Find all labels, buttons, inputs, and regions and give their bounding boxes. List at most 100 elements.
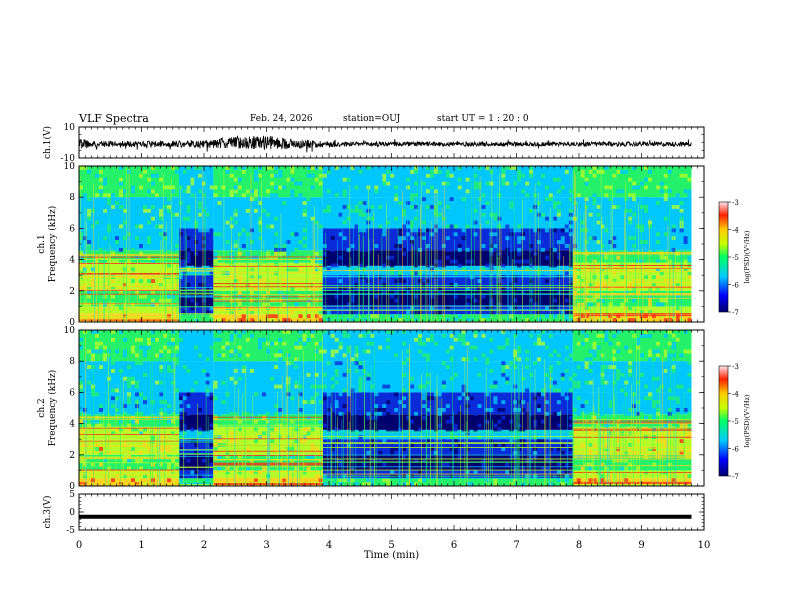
spectrogram-cell (83, 337, 87, 342)
spectrogram-cell (414, 482, 418, 486)
spectrogram-cell (541, 388, 545, 393)
spectrogram-cell (190, 232, 195, 237)
spectrogram-cell (525, 357, 530, 362)
spectrogram-cell (182, 286, 187, 291)
spectrogram-cell (286, 240, 291, 244)
spectrogram-cell (509, 369, 514, 373)
spectrogram-cell (588, 236, 593, 241)
spectrogram-cell (131, 427, 135, 432)
spectrogram-cell (382, 470, 387, 475)
spectrogram-cell (175, 396, 179, 401)
spectrogram-cell (580, 341, 585, 346)
spectrogram-cell (374, 220, 379, 225)
spectrogram-cell (394, 244, 399, 248)
spectrogram-cell (209, 423, 214, 428)
spectrogram-cell (79, 388, 83, 393)
spectrogram-cell (302, 228, 307, 233)
spectrogram-cell (552, 349, 557, 354)
spectrogram-cell (91, 208, 95, 213)
spectrogram-cell (245, 197, 250, 202)
spectrogram-cell (342, 189, 347, 194)
spectrogram-cell (406, 232, 411, 237)
spectrogram-cell (190, 216, 195, 221)
spectrogram-cell (525, 369, 530, 373)
spectrogram-cell (330, 298, 335, 303)
spectrogram-cell (366, 330, 371, 334)
spectrogram-cell (314, 470, 319, 475)
spectrogram-cell (529, 173, 534, 178)
spectrogram-cell (580, 411, 585, 416)
spectrogram-cell (509, 423, 514, 428)
spectrogram-cell (354, 197, 359, 202)
spectrogram-cell (473, 427, 478, 432)
spectrogram-cell (175, 353, 179, 358)
spectrogram-cell (334, 482, 339, 486)
spectrogram-cell (262, 189, 267, 194)
spectrogram-cell (671, 247, 676, 252)
spectrogram-cell (390, 404, 395, 408)
spectrogram-cell (186, 181, 191, 186)
spectrogram-cell (616, 298, 621, 303)
spectrogram-cell (358, 212, 363, 217)
spectrogram-cell (249, 298, 254, 303)
spectrogram-cell (537, 290, 541, 295)
spectrogram-cell (190, 298, 195, 303)
spectrogram-cell (414, 271, 418, 276)
spectrogram-cell (241, 263, 246, 268)
spectrogram-cell (445, 216, 450, 221)
spectrogram-cell (449, 435, 454, 440)
spectrogram-cell (135, 232, 139, 237)
spectrogram-cell (659, 298, 664, 303)
spectrogram-cell (95, 216, 99, 221)
spectrogram-cell (95, 353, 99, 358)
spectrogram-cell (179, 255, 183, 260)
spectrogram-cell (378, 458, 383, 463)
spectrogram-cell (179, 271, 183, 276)
spectrogram-cell (302, 337, 307, 342)
spectrogram-cell (378, 431, 383, 436)
spectrogram-cell (241, 365, 246, 369)
spectrogram-cell (628, 193, 633, 198)
spectrogram-cell (505, 341, 510, 346)
spectrogram-cell (278, 372, 283, 377)
spectrogram-cell (513, 271, 518, 276)
spectrogram-cell (190, 470, 195, 475)
spectrogram-cell (171, 372, 175, 377)
spectrogram-cell (115, 450, 119, 455)
spectrogram-band (79, 478, 179, 486)
spectrogram-cell (663, 318, 668, 322)
spectrogram-cell (237, 341, 242, 346)
spectrogram-cell (481, 193, 486, 198)
spectrogram-cell (473, 470, 478, 475)
spectrogram-cell (201, 369, 206, 373)
spectrogram-cell (213, 193, 218, 198)
spectrogram-cell (249, 189, 254, 194)
spectrogram-cell (390, 255, 395, 260)
spectrogram-cell (477, 298, 482, 303)
spectrogram-cell (461, 392, 466, 397)
spectrogram-cell (457, 454, 462, 459)
spectrogram-cell (402, 396, 407, 401)
spectrogram-cell (354, 314, 359, 319)
spectrogram-cell (489, 310, 494, 315)
spectrogram-cell (366, 341, 371, 346)
spectrogram-cell (632, 212, 637, 217)
spectrogram-cell (513, 298, 518, 303)
spectrogram-cell (83, 427, 87, 432)
spectrogram-cell (326, 205, 331, 209)
spectrogram-cell (179, 220, 183, 225)
spectrogram-cell (537, 341, 541, 346)
spectrogram-cell (127, 400, 131, 405)
spectrogram-cell (135, 380, 139, 385)
spectrogram-cell (274, 189, 279, 194)
spectrogram-cell (151, 189, 155, 194)
spectrogram-cell (533, 169, 538, 174)
spectrogram-cell (310, 454, 315, 459)
spectrogram-cell (257, 478, 262, 483)
spectrogram-cell (382, 415, 387, 420)
spectrogram-cell (493, 279, 498, 283)
spectrogram-cell (175, 345, 179, 350)
spectrogram-cell (580, 400, 585, 405)
spectrogram-cell (306, 431, 311, 436)
spectrogram-cell (179, 263, 183, 268)
